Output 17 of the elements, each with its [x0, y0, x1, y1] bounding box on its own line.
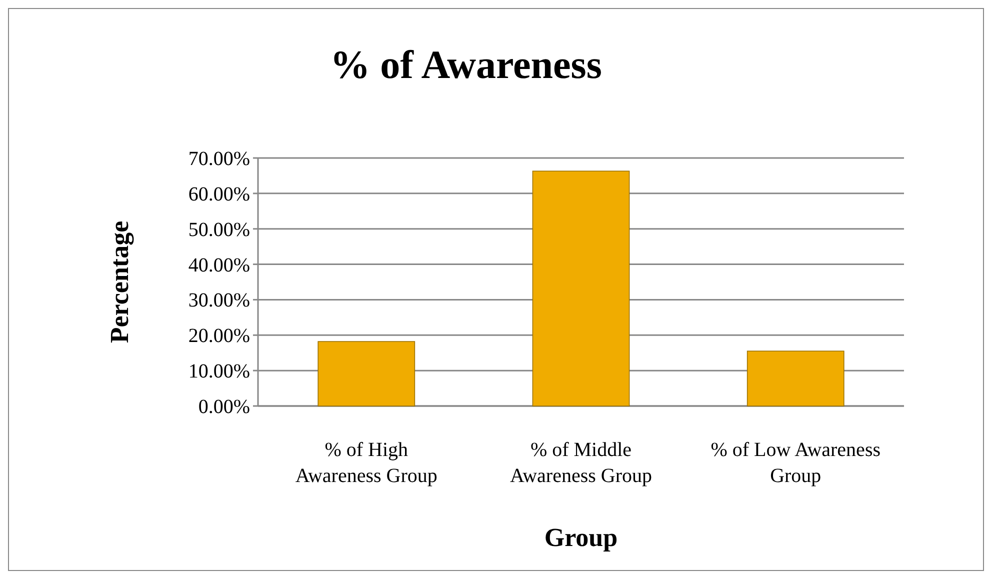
y-tick-label: 50.00% — [188, 218, 250, 241]
y-tick-label: 30.00% — [188, 290, 250, 312]
y-tick-label: 60.00% — [188, 183, 250, 206]
y-axis-title: Percentage — [105, 220, 134, 344]
bar — [746, 350, 844, 406]
chart-title: % of Awareness — [330, 42, 602, 87]
y-tick-label: 70.00% — [188, 148, 250, 170]
y-tick-label: 20.00% — [188, 325, 250, 348]
y-tick-label: 40.00% — [188, 254, 250, 276]
x-tick-label: % of Low Awareness Group — [710, 439, 881, 487]
bar — [318, 341, 416, 406]
y-tick-label: 0.00% — [198, 396, 250, 418]
x-tick-label: % of Middle Awareness Group — [510, 439, 652, 487]
x-axis-title: Group — [544, 523, 618, 552]
y-tick-label: 10.00% — [188, 360, 250, 383]
bar — [532, 170, 630, 406]
x-tick-label: % of High Awareness Group — [295, 439, 438, 487]
